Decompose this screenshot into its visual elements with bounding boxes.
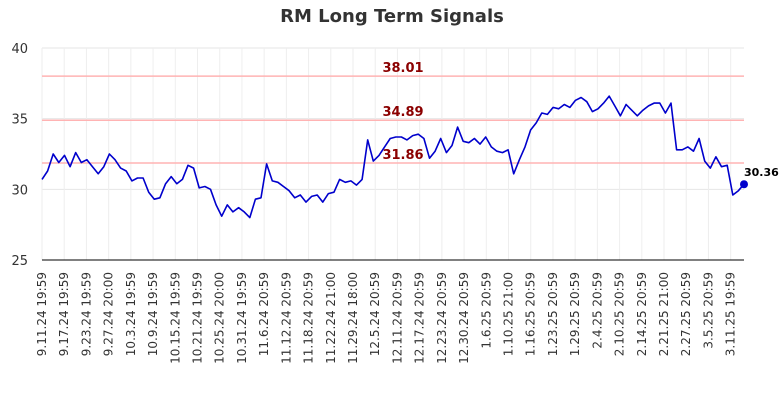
y-tick-label: 40 [11, 42, 28, 57]
x-tick-label: 12.11.24 20:59 [390, 272, 404, 364]
x-tick-label: 10.25.24 20:00 [213, 272, 227, 364]
x-tick-label: 2.21.25 21:00 [657, 272, 671, 356]
x-tick-label: 11.12.24 20:59 [279, 272, 293, 364]
x-tick-label: 10.21.24 19:59 [191, 272, 205, 364]
x-tick-label: 12.5.24 20:59 [368, 272, 382, 356]
x-tick-label: 12.17.24 20:59 [413, 272, 427, 364]
x-tick-label: 3.5.25 20:59 [701, 272, 715, 349]
x-tick-label: 1.16.25 20:59 [524, 272, 538, 356]
x-tick-label: 10.15.24 19:59 [168, 272, 182, 364]
reference-line-label: 38.01 [382, 61, 423, 76]
x-tick-label: 9.23.24 19:59 [79, 272, 93, 356]
signal-series-line [41, 95, 745, 219]
x-tick-label: 12.23.24 20:59 [435, 272, 449, 364]
reference-line-label: 31.86 [382, 148, 423, 163]
x-tick-label: 9.17.24 19:59 [57, 272, 71, 356]
x-tick-label: 2.14.25 20:59 [635, 272, 649, 356]
x-tick-label: 10.31.24 19:59 [235, 272, 249, 364]
x-tick-label: 9.27.24 20:00 [102, 272, 116, 356]
last-point-label: 30.36 [744, 166, 779, 179]
y-tick-label: 30 [11, 183, 28, 198]
last-point-marker [740, 180, 748, 189]
x-tick-label: 11.22.24 21:00 [324, 272, 338, 364]
x-tick-label: 1.29.25 20:59 [568, 272, 582, 356]
y-tick-label: 25 [11, 254, 28, 269]
x-tick-label: 1.6.25 20:59 [479, 272, 493, 349]
x-tick-label: 12.30.24 20:59 [457, 272, 471, 364]
x-tick-label: 10.9.24 19:59 [146, 272, 160, 356]
chart-title: RM Long Term Signals [280, 6, 504, 27]
x-tick-label: 1.10.25 21:00 [502, 272, 516, 356]
x-tick-label: 1.23.25 20:59 [546, 272, 560, 356]
x-tick-label: 3.11.25 19:59 [724, 272, 738, 356]
x-tick-label: 11.6.24 20:59 [257, 272, 271, 356]
x-tick-label: 10.3.24 19:59 [124, 272, 138, 356]
x-tick-label: 2.27.25 20:59 [679, 272, 693, 356]
reference-line-label: 34.89 [382, 105, 423, 120]
x-tick-label: 9.11.24 19:59 [35, 272, 49, 356]
x-tick-label: 11.29.24 18:00 [346, 272, 360, 364]
x-tick-label: 2.10.25 20:59 [613, 272, 627, 356]
y-tick-label: 35 [11, 113, 28, 128]
x-tick-label: 11.18.24 20:59 [302, 272, 316, 364]
x-tick-label: 2.4.25 20:59 [590, 272, 604, 349]
